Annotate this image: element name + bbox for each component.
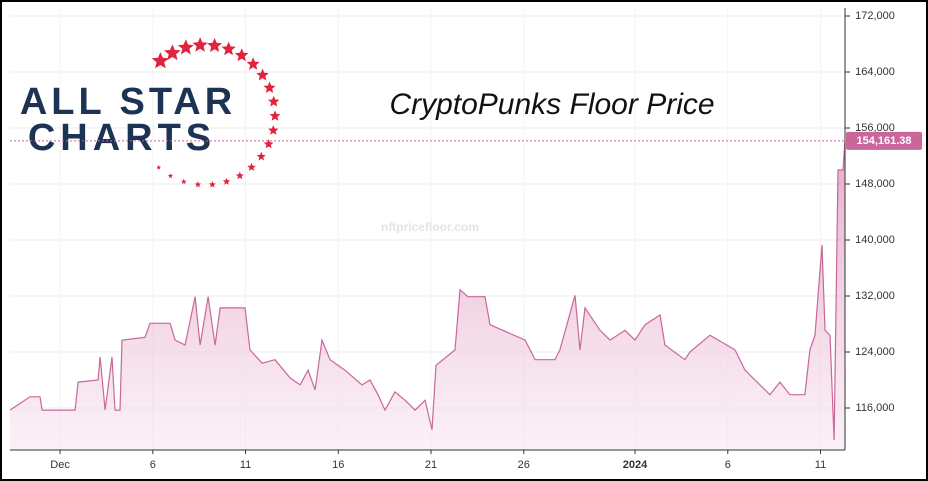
x-tick-label: 6: [725, 459, 731, 471]
logo-stars: [151, 37, 281, 188]
last-price-tag: [846, 131, 922, 150]
logo-star: [151, 52, 169, 69]
logo-star: [207, 37, 222, 52]
x-tick-label: 2024: [623, 459, 648, 471]
logo-star: [269, 110, 281, 121]
x-tick-label: Dec: [50, 459, 70, 471]
x-tick-label: 6: [150, 459, 156, 471]
y-tick-label: 132,000: [855, 290, 895, 302]
logo-star: [177, 39, 194, 55]
x-tick-label: 21: [425, 459, 437, 471]
x-tick-label: 11: [815, 459, 826, 471]
logo-star: [263, 139, 274, 149]
area-fill: [10, 140, 845, 450]
y-tick-label: 148,000: [855, 178, 895, 190]
logo-star: [247, 162, 256, 171]
y-tick-label: 172,000: [855, 10, 895, 22]
logo-star: [268, 95, 280, 107]
logo-star: [234, 48, 249, 62]
logo-star: [222, 177, 231, 185]
y-tick-label: 124,000: [855, 346, 895, 358]
logo-star: [256, 151, 266, 161]
chart-title: CryptoPunks Floor Price: [389, 88, 714, 121]
last-price-label: 154,161.38: [856, 135, 911, 147]
price-line: [9, 140, 846, 441]
axis: 116,000 124,000 132,000 140,000 148,000 156,0…: [10, 8, 922, 471]
brand-line: CHARTS: [28, 117, 216, 159]
watermark: nftpricefloor.com: [381, 220, 479, 234]
x-tick-label: 16: [332, 459, 344, 471]
logo-star: [194, 181, 202, 188]
x-tick-label: 11: [240, 459, 251, 471]
y-tick-label: 164,000: [855, 66, 895, 78]
logo-star: [221, 41, 236, 56]
x-tick-label: 26: [518, 459, 530, 471]
logo-star: [263, 81, 276, 93]
plot: [9, 140, 846, 450]
logo-star: [156, 165, 162, 170]
logo-star: [256, 68, 269, 81]
logo-star: [164, 44, 181, 61]
brand-line: ALL STAR: [20, 81, 236, 123]
logo-star: [268, 125, 279, 135]
logo-star: [246, 57, 260, 70]
y-tick-label: 140,000: [855, 234, 895, 246]
logo-star: [209, 181, 216, 188]
logo-star: [235, 171, 244, 180]
logo-star: [180, 178, 187, 185]
logo-star: [192, 37, 208, 52]
logo-star: [167, 173, 174, 179]
y-tick-label: 156,000: [855, 122, 895, 134]
y-tick-label: 116,000: [856, 402, 895, 414]
